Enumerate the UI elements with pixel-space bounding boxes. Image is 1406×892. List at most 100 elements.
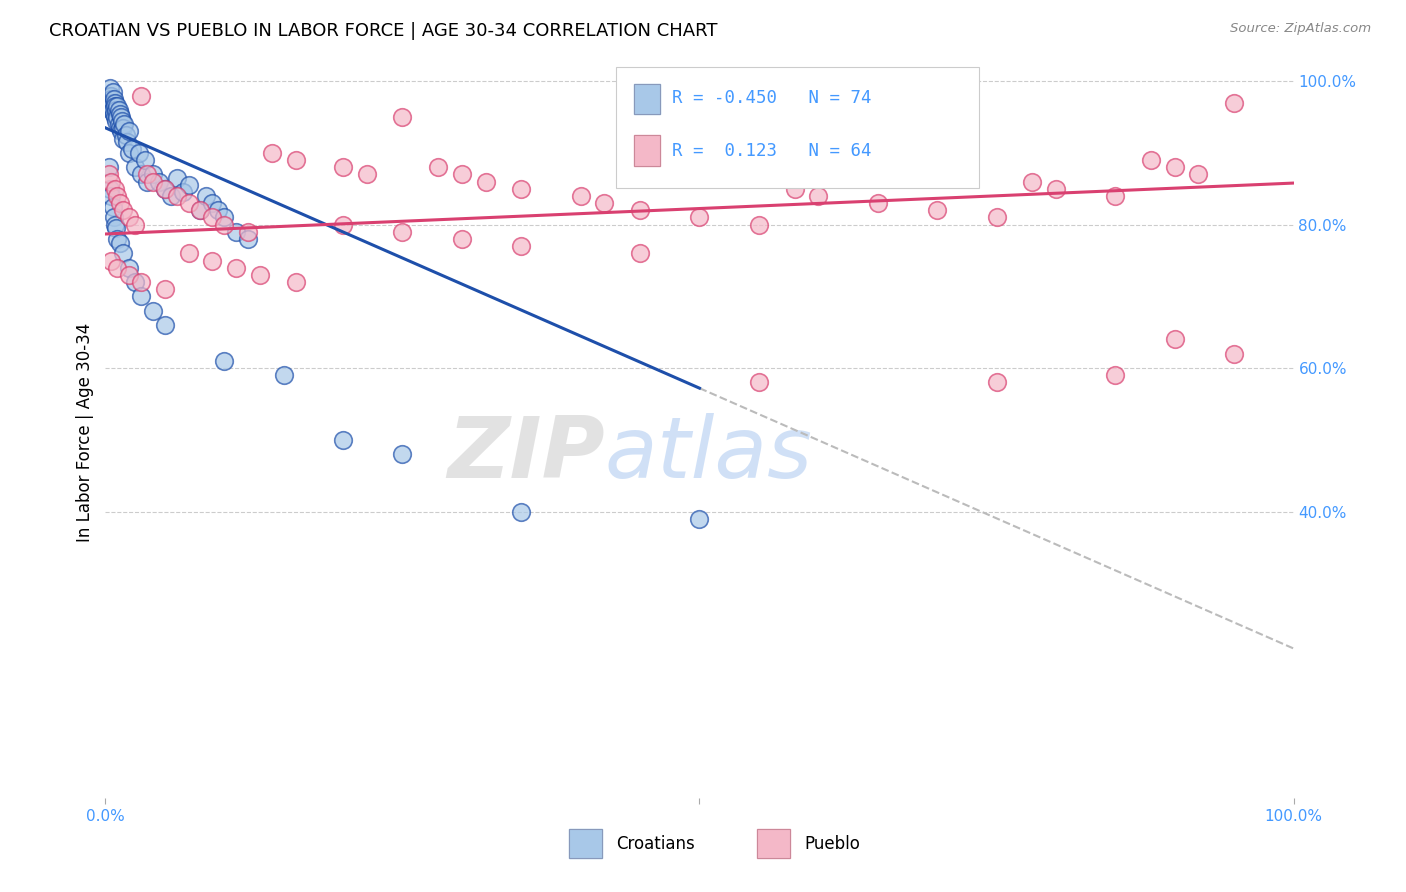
Point xyxy=(108,235,131,250)
Point xyxy=(98,88,121,103)
Point xyxy=(112,120,135,135)
Point xyxy=(104,95,127,110)
Point xyxy=(118,211,141,225)
Point xyxy=(153,182,176,196)
Point xyxy=(177,178,200,193)
Point xyxy=(98,168,121,182)
Point xyxy=(236,225,259,239)
Point xyxy=(153,318,176,332)
Point xyxy=(105,221,128,235)
Point xyxy=(112,246,135,260)
Point xyxy=(201,253,224,268)
Point xyxy=(166,189,188,203)
Bar xyxy=(634,84,661,114)
Point xyxy=(356,168,378,182)
Point xyxy=(260,145,283,160)
Point xyxy=(142,303,165,318)
Text: atlas: atlas xyxy=(605,413,813,496)
Point xyxy=(391,225,413,239)
Point xyxy=(148,175,170,189)
Point xyxy=(136,175,159,189)
Point xyxy=(108,196,131,211)
Point xyxy=(1187,168,1209,182)
Bar xyxy=(569,829,602,858)
Point xyxy=(986,211,1008,225)
Point xyxy=(332,218,354,232)
Point xyxy=(195,189,218,203)
Point xyxy=(112,203,135,218)
Bar xyxy=(756,829,790,858)
Point xyxy=(118,268,141,282)
Point xyxy=(142,168,165,182)
Point xyxy=(114,117,136,131)
Point xyxy=(105,99,128,113)
Bar xyxy=(634,84,661,114)
Point xyxy=(153,182,176,196)
Text: Croatians: Croatians xyxy=(616,835,695,853)
Point xyxy=(100,189,122,203)
Point xyxy=(136,168,159,182)
Point xyxy=(214,218,236,232)
Point xyxy=(628,203,651,218)
Point xyxy=(1164,332,1187,346)
Point xyxy=(103,106,125,120)
FancyBboxPatch shape xyxy=(616,67,979,187)
Point xyxy=(100,92,122,106)
Point xyxy=(783,182,806,196)
Point xyxy=(124,218,146,232)
Point xyxy=(101,95,124,110)
Point xyxy=(450,232,472,246)
Point xyxy=(98,182,121,196)
Point xyxy=(124,275,146,289)
Point xyxy=(100,99,122,113)
Point xyxy=(98,81,121,95)
Point xyxy=(103,211,125,225)
Point xyxy=(1223,95,1246,110)
Point xyxy=(284,153,307,168)
Point xyxy=(1164,161,1187,175)
Point xyxy=(201,211,224,225)
Point xyxy=(111,113,134,128)
Point xyxy=(118,260,141,275)
Point xyxy=(628,246,651,260)
Point xyxy=(284,275,307,289)
Point xyxy=(1223,347,1246,361)
Point xyxy=(124,161,146,175)
Point xyxy=(129,168,152,182)
Text: R =  0.123   N = 64: R = 0.123 N = 64 xyxy=(672,142,872,160)
Point xyxy=(101,103,124,117)
Point xyxy=(100,175,122,189)
Text: Pueblo: Pueblo xyxy=(804,835,860,853)
Point xyxy=(225,260,247,275)
Point xyxy=(121,142,143,156)
Point xyxy=(101,85,124,99)
Y-axis label: In Labor Force | Age 30-34: In Labor Force | Age 30-34 xyxy=(76,323,94,542)
Point xyxy=(1104,189,1126,203)
Point xyxy=(510,504,533,518)
Point xyxy=(112,131,135,145)
Point xyxy=(115,135,138,149)
Text: ZIP: ZIP xyxy=(447,413,605,496)
Point xyxy=(925,203,948,218)
Point xyxy=(273,368,295,383)
Point xyxy=(807,189,830,203)
Point xyxy=(225,225,247,239)
Point xyxy=(110,110,132,124)
Point xyxy=(110,124,132,138)
Point xyxy=(118,145,141,160)
Point xyxy=(391,110,413,124)
Point xyxy=(748,376,770,390)
Point xyxy=(1045,182,1067,196)
Point xyxy=(391,447,413,461)
Point xyxy=(332,433,354,447)
Bar xyxy=(634,135,661,166)
Point xyxy=(450,168,472,182)
Point xyxy=(986,376,1008,390)
Point xyxy=(105,260,128,275)
Point xyxy=(105,232,128,246)
Text: CROATIAN VS PUEBLO IN LABOR FORCE | AGE 30-34 CORRELATION CHART: CROATIAN VS PUEBLO IN LABOR FORCE | AGE … xyxy=(49,22,717,40)
Point xyxy=(129,275,152,289)
Point xyxy=(128,145,150,160)
Point xyxy=(593,196,616,211)
Point xyxy=(510,239,533,253)
